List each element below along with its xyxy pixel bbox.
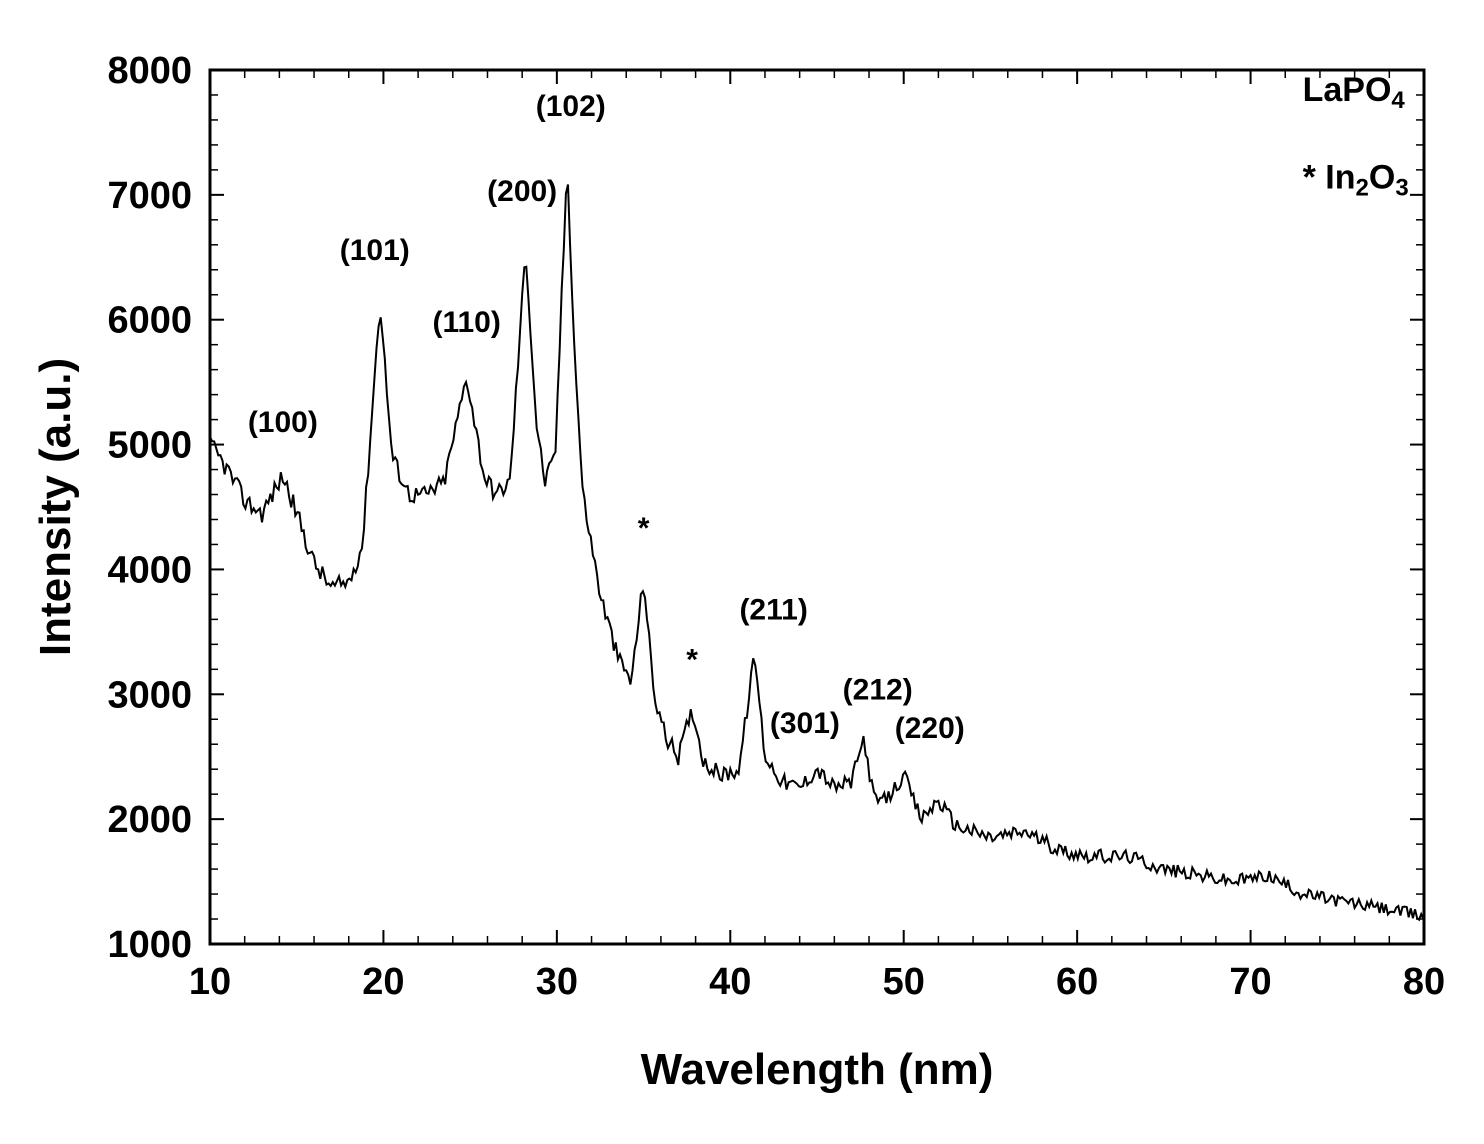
x-tick-label: 10 [189, 961, 231, 1003]
y-tick-label: 7000 [107, 175, 192, 217]
chart-svg: 10 20 30 40 50 60 70 80 1000 2000 3000 4000 5000 6000… [0, 0, 1484, 1144]
peak-label: (211) [739, 593, 807, 626]
peak-label: (212) [843, 673, 913, 706]
y-tick-label: 3000 [107, 674, 192, 716]
peak-label: (102) [536, 90, 606, 123]
peak-label: * [638, 512, 650, 545]
peak-label: (200) [487, 175, 557, 208]
peak-label: (110) [432, 306, 500, 339]
y-tick-label: 8000 [107, 50, 192, 92]
x-tick-label: 30 [536, 961, 578, 1003]
x-tick-label: 60 [1056, 961, 1098, 1003]
y-tick-label: 1000 [107, 924, 192, 966]
x-tick-label: 20 [362, 961, 404, 1003]
x-tick-label: 50 [883, 961, 925, 1003]
peak-label: (301) [770, 707, 840, 740]
y-axis-label: Intensity (a.u.) [31, 358, 80, 656]
peak-label: (220) [895, 712, 965, 745]
x-tick-label: 80 [1403, 961, 1445, 1003]
peak-label: * [686, 643, 698, 676]
legend-item: LaPO4 [1303, 71, 1406, 114]
peak-label: (101) [340, 234, 410, 267]
xrd-chart: 10 20 30 40 50 60 70 80 1000 2000 3000 4000 5000 6000… [0, 0, 1484, 1144]
y-tick-label: 4000 [107, 549, 192, 591]
x-axis-label: Wavelength (nm) [641, 1045, 994, 1094]
x-tick-label: 40 [709, 961, 751, 1003]
y-tick-label: 5000 [107, 425, 192, 467]
y-tick-label: 2000 [107, 799, 192, 841]
x-tick-label: 70 [1229, 961, 1271, 1003]
peak-label: (100) [248, 406, 318, 439]
y-tick-label: 6000 [107, 300, 192, 342]
